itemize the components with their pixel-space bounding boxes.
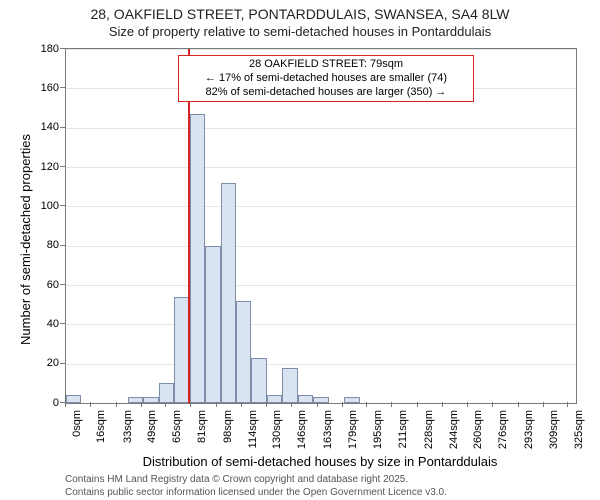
x-tick-label: 81sqm: [196, 410, 208, 450]
histogram-bar: [298, 395, 313, 403]
annotation-line3: 82% of semi-detached houses are larger (…: [183, 86, 469, 100]
x-tick-label: 228sqm: [423, 410, 435, 450]
x-tick-mark: [467, 402, 468, 407]
histogram-bar: [159, 383, 174, 403]
footer: Contains HM Land Registry data © Crown c…: [65, 474, 447, 499]
x-tick-label: 33sqm: [122, 410, 134, 450]
y-tick-label: 160: [23, 82, 59, 94]
x-tick-mark: [90, 402, 91, 407]
x-tick-mark: [116, 402, 117, 407]
y-tick-label: 140: [23, 121, 59, 133]
x-tick-mark: [492, 402, 493, 407]
x-tick-label: 16sqm: [95, 410, 107, 450]
y-tick-label: 80: [23, 239, 59, 251]
footer-line2: Contains public sector information licen…: [65, 487, 447, 500]
histogram-bar: [221, 183, 236, 403]
x-tick-mark: [391, 402, 392, 407]
histogram-bar: [251, 358, 266, 403]
y-tick-mark: [60, 363, 65, 364]
y-tick-mark: [60, 284, 65, 285]
x-tick-label: 0sqm: [71, 410, 83, 450]
y-tick-label: 60: [23, 279, 59, 291]
title-line1: 28, OAKFIELD STREET, PONTARDDULAIS, SWAN…: [0, 6, 600, 24]
x-tick-label: 293sqm: [523, 410, 535, 450]
x-tick-label: 260sqm: [472, 410, 484, 450]
x-tick-label: 146sqm: [296, 410, 308, 450]
annotation-line2: ← 17% of semi-detached houses are smalle…: [183, 72, 469, 86]
x-tick-mark: [567, 402, 568, 407]
x-tick-mark: [291, 402, 292, 407]
x-tick-label: 276sqm: [497, 410, 509, 450]
x-tick-mark: [65, 402, 66, 407]
y-tick-label: 20: [23, 357, 59, 369]
y-tick-mark: [60, 166, 65, 167]
histogram-bar: [267, 395, 282, 403]
x-tick-label: 309sqm: [548, 410, 560, 450]
x-tick-label: 179sqm: [347, 410, 359, 450]
x-tick-mark: [190, 402, 191, 407]
x-tick-mark: [216, 402, 217, 407]
annotation-box: 28 OAKFIELD STREET: 79sqm← 17% of semi-d…: [178, 55, 474, 102]
y-tick-label: 180: [23, 43, 59, 55]
gridline: [66, 128, 576, 129]
x-tick-mark: [141, 402, 142, 407]
y-tick-mark: [60, 205, 65, 206]
gridline: [66, 49, 576, 50]
x-tick-label: 163sqm: [322, 410, 334, 450]
x-tick-label: 130sqm: [271, 410, 283, 450]
y-tick-label: 0: [23, 397, 59, 409]
footer-line1: Contains HM Land Registry data © Crown c…: [65, 474, 447, 487]
x-tick-mark: [543, 402, 544, 407]
x-tick-label: 114sqm: [247, 410, 259, 450]
histogram-bar: [190, 114, 205, 403]
y-tick-label: 120: [23, 161, 59, 173]
x-tick-label: 195sqm: [372, 410, 384, 450]
x-tick-label: 325sqm: [573, 410, 585, 450]
x-tick-mark: [317, 402, 318, 407]
x-tick-label: 65sqm: [171, 410, 183, 450]
histogram-bar: [344, 397, 359, 403]
y-tick-label: 40: [23, 318, 59, 330]
y-tick-mark: [60, 87, 65, 88]
histogram-bar: [143, 397, 158, 403]
title-line2: Size of property relative to semi-detach…: [0, 24, 600, 40]
y-tick-mark: [60, 127, 65, 128]
x-tick-mark: [518, 402, 519, 407]
y-tick-mark: [60, 323, 65, 324]
x-tick-mark: [165, 402, 166, 407]
histogram-bar: [236, 301, 251, 403]
x-axis-label: Distribution of semi-detached houses by …: [65, 454, 575, 469]
gridline: [66, 324, 576, 325]
x-tick-mark: [241, 402, 242, 407]
histogram-bar: [313, 397, 328, 403]
y-tick-mark: [60, 245, 65, 246]
x-tick-mark: [266, 402, 267, 407]
chart-container: 28, OAKFIELD STREET, PONTARDDULAIS, SWAN…: [0, 0, 600, 500]
x-tick-label: 98sqm: [222, 410, 234, 450]
plot-area: 28 OAKFIELD STREET: 79sqm← 17% of semi-d…: [65, 48, 577, 404]
histogram-bar: [66, 395, 81, 403]
gridline: [66, 246, 576, 247]
histogram-bar: [282, 368, 297, 403]
histogram-bar: [205, 246, 220, 403]
x-tick-mark: [342, 402, 343, 407]
y-tick-label: 100: [23, 200, 59, 212]
gridline: [66, 364, 576, 365]
x-tick-label: 244sqm: [448, 410, 460, 450]
x-tick-label: 49sqm: [146, 410, 158, 450]
gridline: [66, 167, 576, 168]
y-tick-mark: [60, 48, 65, 49]
chart-title: 28, OAKFIELD STREET, PONTARDDULAIS, SWAN…: [0, 0, 600, 40]
annotation-line1: 28 OAKFIELD STREET: 79sqm: [183, 58, 469, 72]
x-tick-mark: [442, 402, 443, 407]
x-tick-label: 211sqm: [397, 410, 409, 450]
x-tick-mark: [366, 402, 367, 407]
x-tick-mark: [417, 402, 418, 407]
gridline: [66, 285, 576, 286]
gridline: [66, 206, 576, 207]
